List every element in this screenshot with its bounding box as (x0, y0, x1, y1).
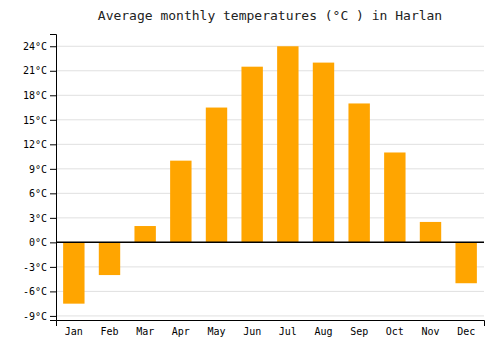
grid-line (56, 46, 484, 47)
y-tick: 0°C (29, 237, 56, 248)
y-tick-mark (50, 193, 56, 194)
y-tick-mark (50, 169, 56, 170)
y-tick-mark (50, 144, 56, 145)
x-tick: Mar (136, 326, 154, 337)
bar (277, 46, 298, 242)
y-tick: -6°C (23, 286, 56, 297)
grid-line (56, 217, 484, 218)
bar (455, 242, 476, 283)
y-tick-label: -9°C (23, 311, 47, 322)
grid (56, 46, 484, 316)
y-tick-mark (50, 46, 56, 47)
y-tick: 6°C (29, 188, 56, 199)
x-tick: May (207, 326, 225, 337)
y-tick: 12°C (23, 139, 56, 150)
grid-line (56, 291, 484, 292)
grid-line (56, 315, 484, 316)
grid-line (56, 119, 484, 120)
bar (63, 242, 84, 303)
bar (170, 161, 191, 243)
x-tick-label: Nov (421, 326, 439, 337)
y-tick-label: 18°C (23, 90, 47, 101)
y-tick-mark (50, 267, 56, 268)
title: Average monthly temperatures (°C ) in Ha… (98, 8, 442, 23)
grid-line (56, 70, 484, 71)
y-tick-label: 12°C (23, 139, 47, 150)
y-tick: 21°C (23, 65, 56, 76)
x-tick-label: May (207, 326, 225, 337)
plot-area: -9°C -6°C -3°C 0°C 3°C 6°C 9°C 12°C 15°C 18°C 21°C… (23, 35, 485, 338)
y-tick-label: 24°C (23, 41, 47, 52)
bar (241, 67, 262, 243)
y-tick: 24°C (23, 41, 56, 52)
bar (420, 222, 441, 242)
y-tick: 18°C (23, 90, 56, 101)
x-tick-label: Jun (243, 326, 261, 337)
x-tick: Jun (243, 326, 261, 337)
bar (384, 152, 405, 242)
grid-line (56, 193, 484, 194)
bar (348, 103, 369, 242)
x-tick-label: Feb (100, 326, 118, 337)
bar (313, 63, 334, 243)
bar (134, 226, 155, 242)
y-tick-label: -3°C (23, 262, 47, 273)
y-tick-label: 3°C (29, 213, 47, 224)
y-axis: -9°C -6°C -3°C 0°C 3°C 6°C 9°C 12°C 15°C 18°C 21°C… (23, 35, 57, 322)
x-tick-label: Mar (136, 326, 154, 337)
x-tick-label: Apr (172, 326, 190, 337)
x-tick: Apr (172, 326, 190, 337)
y-tick-mark (50, 71, 56, 72)
x-tick-label: Dec (457, 326, 475, 337)
x-tick: Aug (314, 326, 332, 337)
y-tick-mark (50, 291, 56, 292)
y-tick-label: -6°C (23, 286, 47, 297)
y-tick-mark (50, 95, 56, 96)
y-tick-mark (50, 120, 56, 121)
y-tick-mark (50, 242, 56, 243)
x-tick: Dec (457, 326, 475, 337)
y-tick: -9°C (23, 311, 56, 322)
y-tick: 15°C (23, 115, 56, 126)
y-tick: 3°C (29, 213, 56, 224)
x-tick-label: Aug (314, 326, 332, 337)
x-tick-label: Sep (350, 326, 368, 337)
y-tick-label: 15°C (23, 115, 47, 126)
grid-line (56, 95, 484, 96)
x-tick: Oct (386, 326, 404, 337)
y-tick: -3°C (23, 262, 56, 273)
grid-line (56, 168, 484, 169)
y-tick-label: 21°C (23, 65, 47, 76)
x-tick: Jul (279, 326, 297, 337)
x-axis: Jan Feb Mar Apr May Jun Jul Aug Sep Oct Nov Dec (57, 321, 485, 338)
y-tick-label: 6°C (29, 188, 47, 199)
x-tick: Jan (65, 326, 83, 337)
y-tick-label: 0°C (29, 237, 47, 248)
y-tick-mark (50, 218, 56, 219)
y-axis-line (50, 35, 57, 321)
y-tick: 9°C (29, 164, 56, 175)
x-tick-label: Oct (386, 326, 404, 337)
bars (56, 46, 484, 303)
x-tick-label: Jan (65, 326, 83, 337)
x-tick: Nov (421, 326, 439, 337)
x-tick-label: Jul (279, 326, 297, 337)
x-axis-line (57, 321, 485, 327)
x-tick: Sep (350, 326, 368, 337)
chart: -9°C -6°C -3°C 0°C 3°C 6°C 9°C 12°C 15°C 18°C 21°C… (0, 0, 500, 350)
y-tick-mark (50, 316, 56, 317)
grid-line (56, 242, 484, 243)
x-tick: Feb (100, 326, 118, 337)
bar (99, 242, 120, 275)
bar (206, 108, 227, 243)
baseline (56, 242, 484, 244)
y-tick-label: 9°C (29, 164, 47, 175)
grid-line (56, 144, 484, 145)
